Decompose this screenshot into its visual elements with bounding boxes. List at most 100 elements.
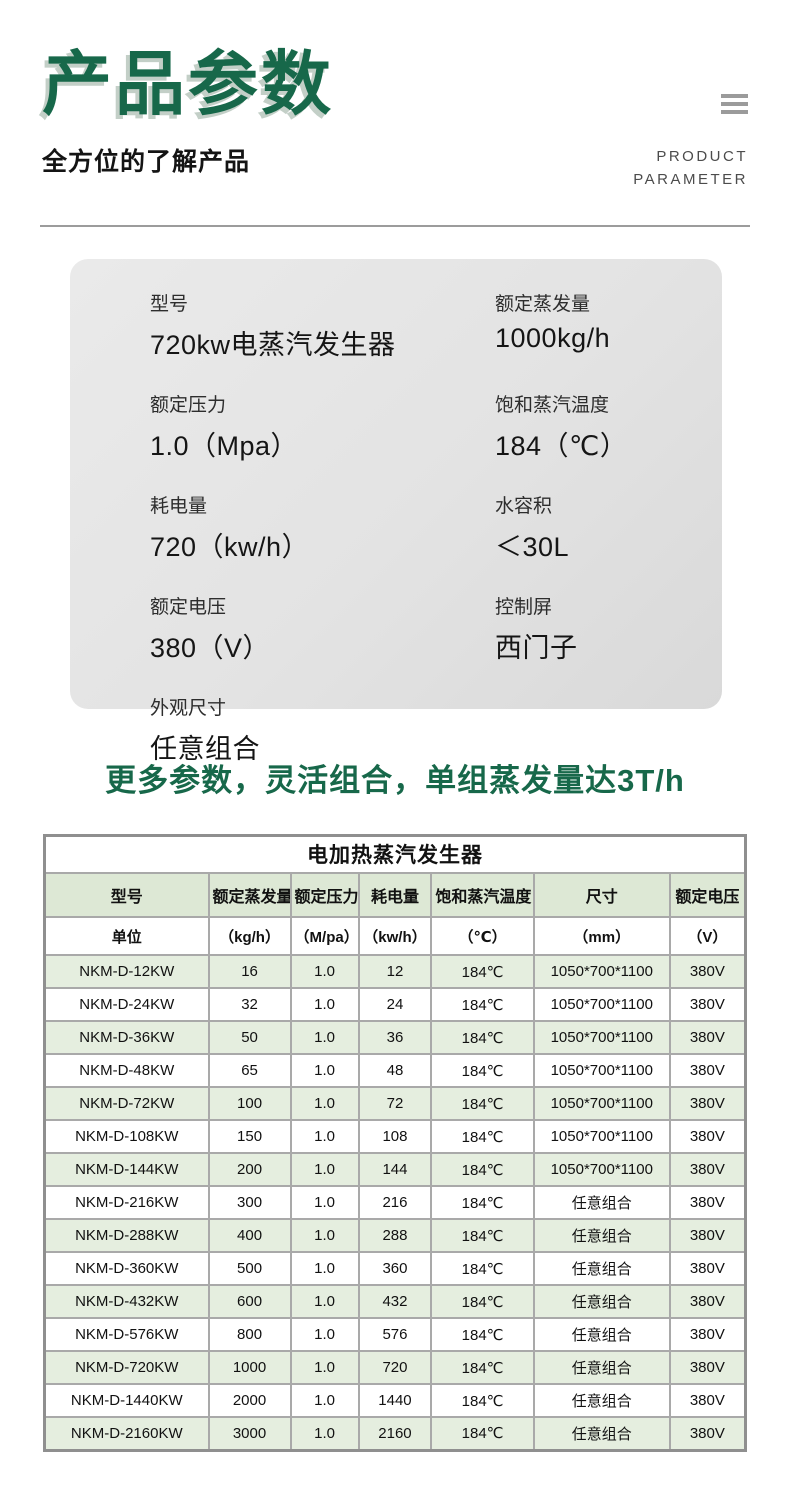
value-cell: 任意组合: [532, 1383, 671, 1418]
spec-item-label: 耗电量: [150, 495, 208, 517]
spec-item: 饱和蒸汽温度 184（℃）: [495, 390, 702, 463]
value-cell: 任意组合: [532, 1185, 671, 1220]
table-row: NKM-D-108KW 150 1.0 108 184℃ 1050*700*1100 380…: [43, 1119, 747, 1154]
value-cell: 380V: [668, 1086, 747, 1121]
spec-item: 型号 720kw电蒸汽发生器: [150, 289, 495, 362]
table-title: 电加热蒸汽发生器: [43, 834, 747, 874]
value-cell: 380V: [668, 1218, 747, 1253]
value-cell: 1.0: [289, 987, 360, 1022]
value-cell: 1.0: [289, 1185, 360, 1220]
value-cell: 1.0: [289, 1317, 360, 1352]
value-cell: 144: [357, 1152, 433, 1187]
spec-item: 额定压力 1.0（Mpa）: [150, 390, 495, 463]
table-row: NKM-D-72KW 100 1.0 72 184℃ 1050*700*1100 380V: [43, 1086, 747, 1121]
value-cell: 184℃: [430, 1284, 535, 1319]
header: 产品参数 全方位的了解产品 PRODUCT PARAMETER: [0, 0, 790, 192]
table-unit-cell: 单位: [43, 916, 210, 956]
value-cell: 200: [207, 1152, 292, 1187]
table-unit-cell: （kw/h）: [357, 916, 433, 956]
model-cell: NKM-D-48KW: [43, 1053, 210, 1088]
spec-item-label: 额定蒸发量: [495, 293, 591, 315]
value-cell: 184℃: [430, 1317, 535, 1352]
value-cell: 108: [357, 1119, 433, 1154]
spec-item: 控制屏 西门子: [495, 592, 702, 665]
table-row: NKM-D-144KW 200 1.0 144 184℃ 1050*700*1100 380…: [43, 1152, 747, 1187]
value-cell: 24: [357, 987, 433, 1022]
value-cell: 576: [357, 1317, 433, 1352]
table-row: NKM-D-432KW 600 1.0 432 184℃ 任意组合 380V: [43, 1284, 747, 1319]
header-divider: [40, 224, 750, 227]
value-cell: 380V: [668, 1119, 747, 1154]
value-cell: 1000: [207, 1350, 292, 1385]
table-row: NKM-D-288KW 400 1.0 288 184℃ 任意组合 380V: [43, 1218, 747, 1253]
model-cell: NKM-D-288KW: [43, 1218, 210, 1253]
eyebrow-line-1: PRODUCT: [656, 148, 748, 165]
value-cell: 600: [207, 1284, 292, 1319]
value-cell: 184℃: [430, 1053, 535, 1088]
value-cell: 任意组合: [532, 1251, 671, 1286]
value-cell: 任意组合: [532, 1218, 671, 1253]
spec-item-value: 1.0（Mpa）: [150, 430, 299, 461]
value-cell: 1.0: [289, 1383, 360, 1418]
value-cell: 1440: [357, 1383, 433, 1418]
header-meta: PRODUCT PARAMETER: [633, 48, 748, 192]
value-cell: 380V: [668, 1350, 747, 1385]
value-cell: 1.0: [289, 954, 360, 989]
table-row: NKM-D-1440KW 2000 1.0 1440 184℃ 任意组合 380V: [43, 1383, 747, 1418]
spec-item-label: 额定电压: [150, 596, 227, 618]
value-cell: 380V: [668, 1317, 747, 1352]
spec-item-label: 额定压力: [150, 394, 227, 416]
table-column-header: 耗电量: [357, 872, 433, 918]
table-column-header: 额定蒸发量: [207, 872, 292, 918]
eyebrow-line-2: PARAMETER: [633, 171, 748, 189]
spec-item-label: 型号: [150, 293, 189, 315]
table-body: NKM-D-12KW 16 1.0 12 184℃ 1050*700*1100 380V NK…: [43, 954, 747, 1451]
spec-item-label: 饱和蒸汽温度: [495, 394, 610, 416]
table-unit-cell: （V）: [668, 916, 747, 956]
value-cell: 184℃: [430, 1020, 535, 1055]
spec-item-label: 外观尺寸: [150, 697, 227, 719]
table-row: NKM-D-360KW 500 1.0 360 184℃ 任意组合 380V: [43, 1251, 747, 1286]
model-cell: NKM-D-360KW: [43, 1251, 210, 1286]
value-cell: 720: [357, 1350, 433, 1385]
spec-item-value: ＜30L: [495, 531, 570, 562]
value-cell: 380V: [668, 987, 747, 1022]
value-cell: 380V: [668, 1185, 747, 1220]
model-cell: NKM-D-24KW: [43, 987, 210, 1022]
value-cell: 3000: [207, 1416, 292, 1451]
table-column-header: 额定电压: [668, 872, 747, 918]
value-cell: 1050*700*1100: [532, 1086, 671, 1121]
value-cell: 12: [357, 954, 433, 989]
table-column-header: 额定压力: [289, 872, 360, 918]
table-column-header: 型号: [43, 872, 210, 918]
value-cell: 380V: [668, 1284, 747, 1319]
value-cell: 150: [207, 1119, 292, 1154]
spec-item-value: 西门子: [495, 632, 578, 663]
value-cell: 184℃: [430, 1350, 535, 1385]
value-cell: 65: [207, 1053, 292, 1088]
value-cell: 380V: [668, 1416, 747, 1451]
table-row: NKM-D-12KW 16 1.0 12 184℃ 1050*700*1100 380V: [43, 954, 747, 989]
spec-item: 额定蒸发量 1000kg/h: [495, 289, 702, 362]
value-cell: 50: [207, 1020, 292, 1055]
model-cell: NKM-D-720KW: [43, 1350, 210, 1385]
value-cell: 48: [357, 1053, 433, 1088]
page-subtitle: 全方位的了解产品: [42, 147, 251, 176]
value-cell: 任意组合: [532, 1350, 671, 1385]
value-cell: 360: [357, 1251, 433, 1286]
value-cell: 800: [207, 1317, 292, 1352]
value-cell: 432: [357, 1284, 433, 1319]
spec-item-value: 1000kg/h: [495, 322, 611, 353]
value-cell: 1050*700*1100: [532, 954, 671, 989]
table-row: NKM-D-2160KW 3000 1.0 2160 184℃ 任意组合 380V: [43, 1416, 747, 1451]
spec-item-value: 380（V）: [150, 632, 271, 663]
section-heading: 更多参数，灵活组合，单组蒸发量达3T/h: [105, 762, 685, 798]
eyebrow-text: PRODUCT PARAMETER: [633, 145, 748, 192]
value-cell: 288: [357, 1218, 433, 1253]
spec-item-value: 184（℃）: [495, 430, 628, 461]
spec-item: 额定电压 380（V）: [150, 592, 495, 665]
value-cell: 380V: [668, 1152, 747, 1187]
spec-item-label: 水容积: [495, 495, 553, 517]
value-cell: 1050*700*1100: [532, 1119, 671, 1154]
